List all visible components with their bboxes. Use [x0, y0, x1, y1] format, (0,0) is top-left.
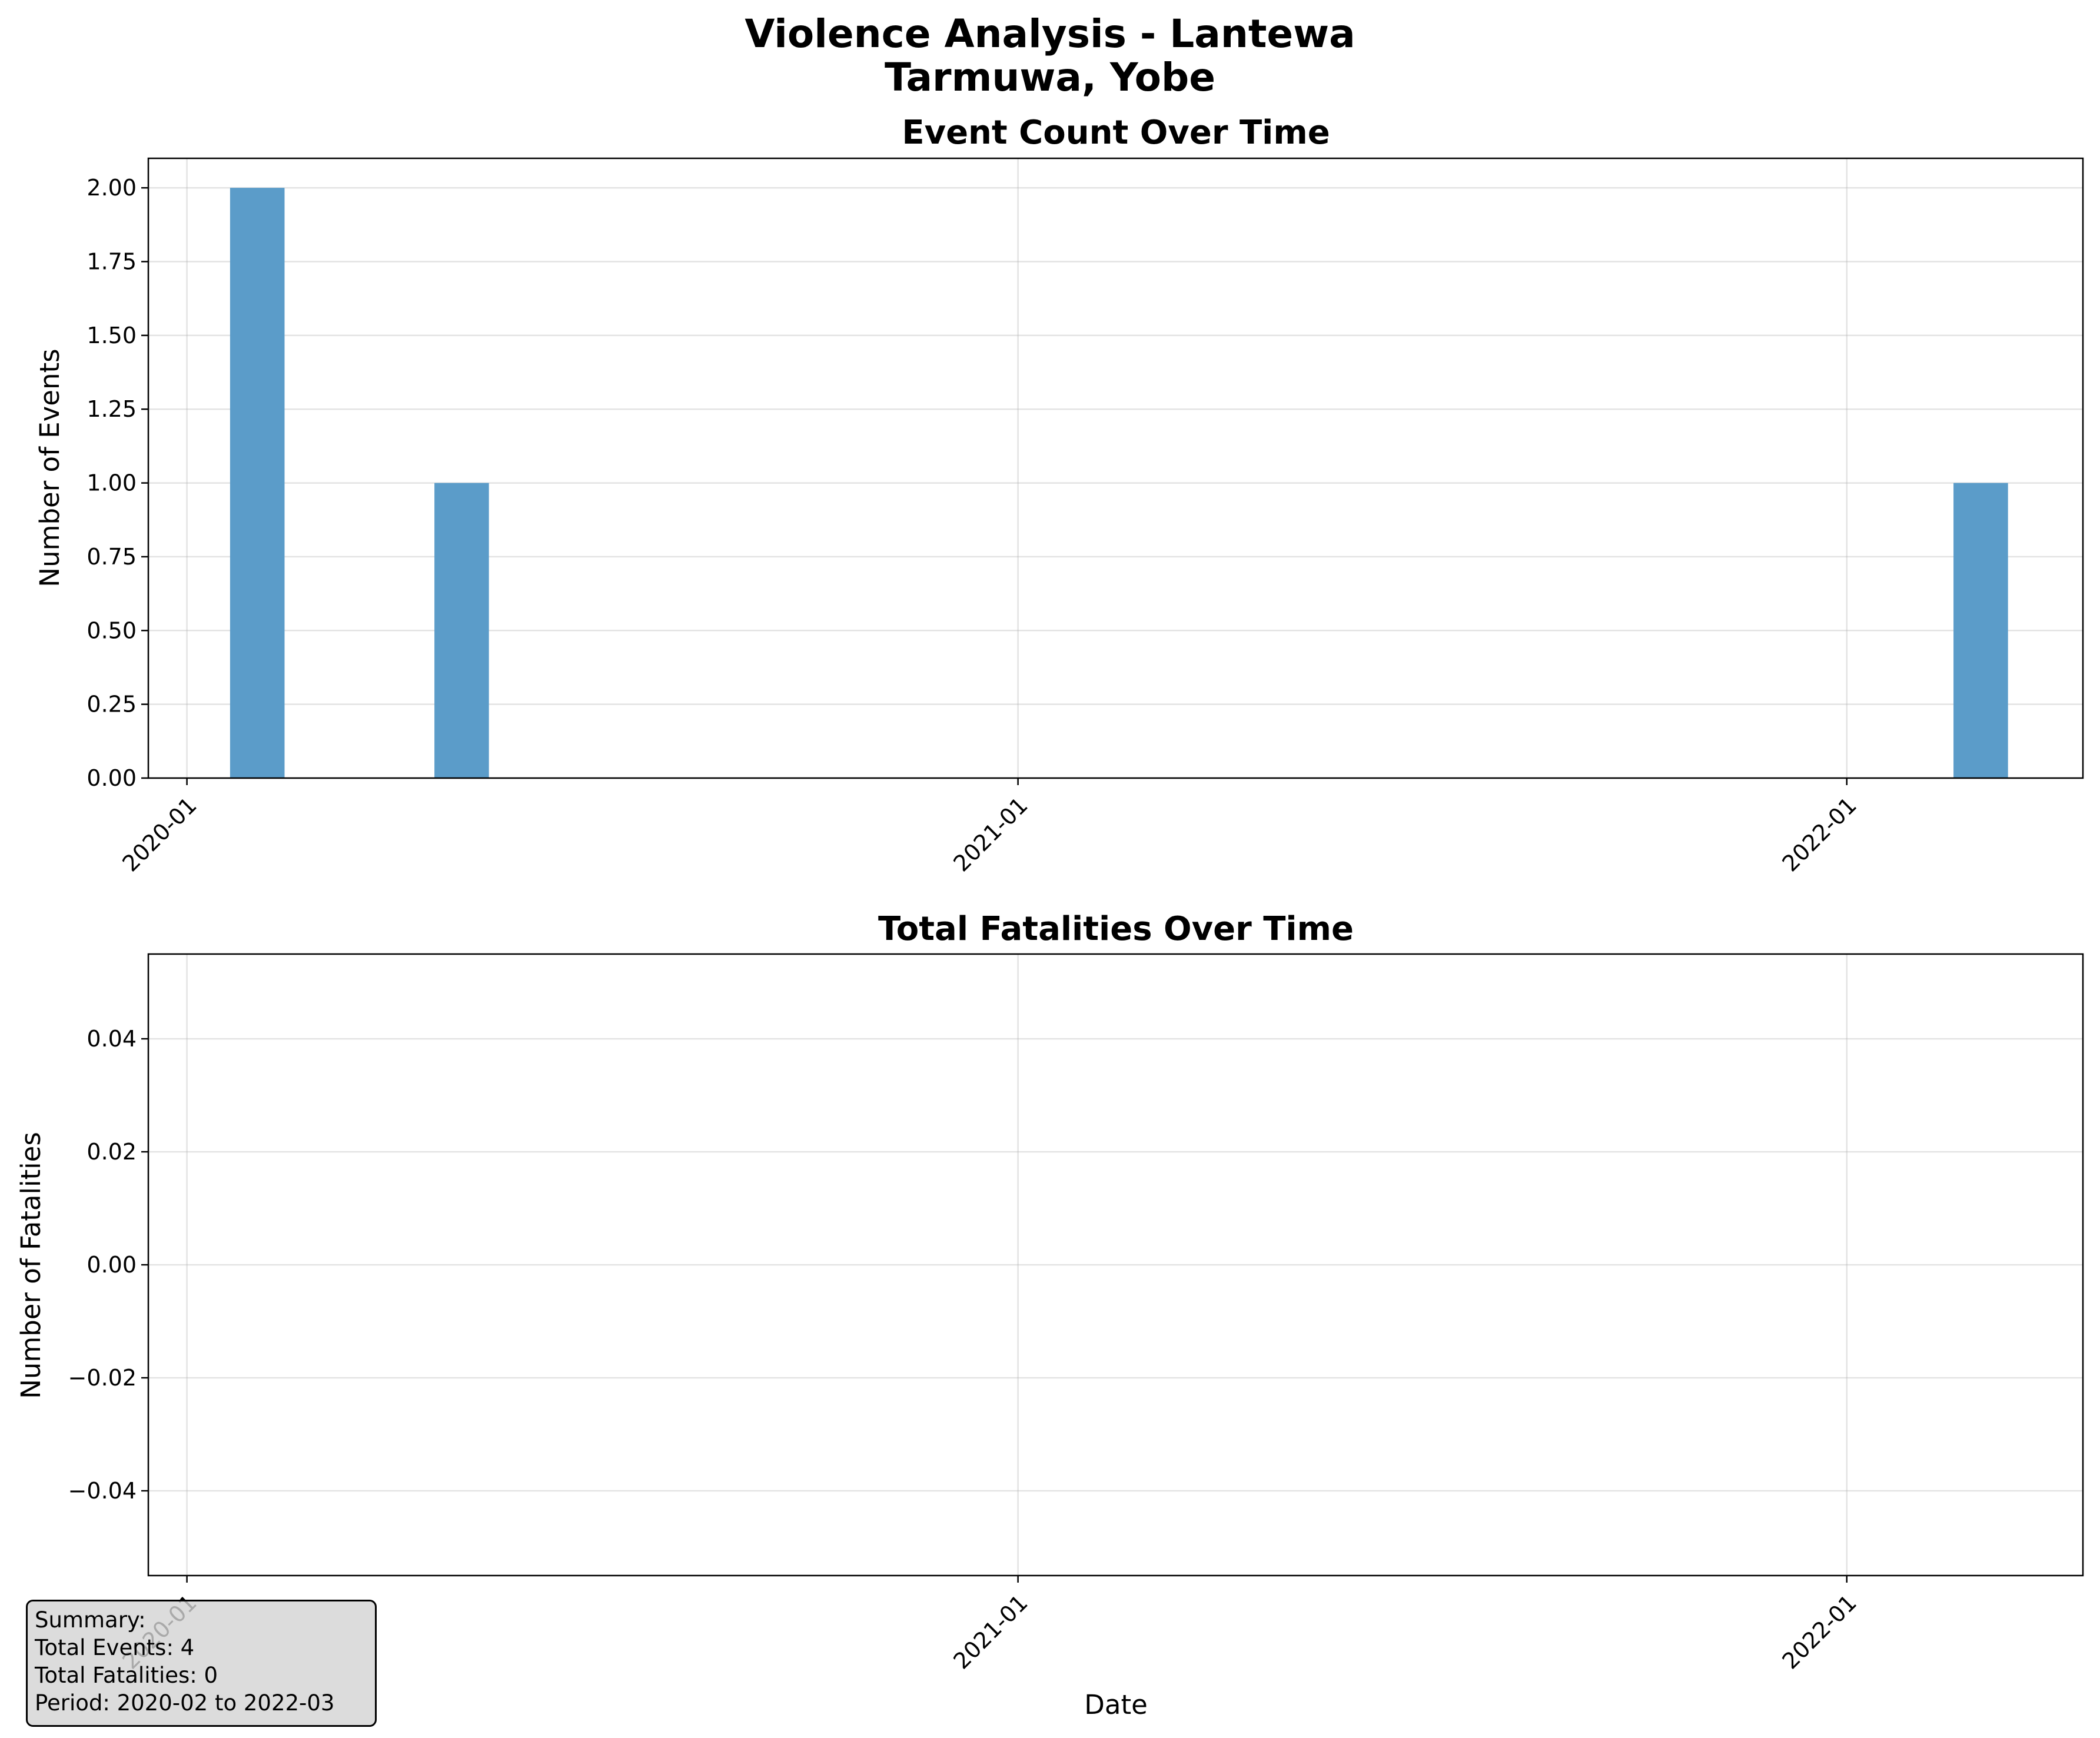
- event-count-y-tick-label: 2.00: [87, 175, 137, 201]
- event-count-title: Event Count Over Time: [902, 114, 1330, 152]
- fatalities-x-tick-label: 2021-01: [948, 1590, 1032, 1674]
- summary-heading: Summary:: [35, 1607, 146, 1633]
- event-count-bars: [230, 188, 2008, 779]
- event-count-y-tick-label: 0.75: [87, 544, 137, 570]
- summary-total-events: Total Events: 4: [35, 1635, 195, 1660]
- summary-box: Summary: Total Events: 4 Total Fatalitie…: [26, 1600, 377, 1727]
- event-count-bar: [434, 483, 489, 778]
- fatalities-y-tick-label: 0.00: [87, 1252, 137, 1278]
- event-count-y-tick-label: 1.75: [87, 249, 137, 275]
- event-count-y-tick-label: 1.50: [87, 323, 137, 348]
- fatalities-y-axis-label: Number of Fatalities: [15, 1132, 46, 1399]
- event-count-bar: [1953, 483, 2008, 778]
- event-count-x-tick-label: 2020-01: [117, 792, 201, 876]
- fatalities-gridlines: [148, 954, 2083, 1576]
- fatalities-y-tick-label: 0.04: [87, 1026, 137, 1052]
- event-count-y-axis-label: Number of Events: [34, 348, 65, 587]
- event-count-chart: Event Count Over Time 0.00 0.25 0.50 0.75 1.…: [34, 114, 2084, 876]
- figure-title-line1: Violence Analysis - Lantewa: [745, 11, 1355, 57]
- event-count-bar: [230, 188, 285, 779]
- event-count-y-tick-label: 0.50: [87, 617, 137, 643]
- event-count-y-tick-label: 1.25: [87, 396, 137, 422]
- fatalities-ticks: 0.040.020.00−0.02−0.042020-012021-012022…: [68, 1026, 1862, 1674]
- summary-period: Period: 2020-02 to 2022-03: [35, 1690, 335, 1716]
- fatalities-title: Total Fatalities Over Time: [878, 910, 1354, 948]
- event-count-y-tick-label: 0.25: [87, 692, 137, 717]
- event-count-y-tick-label: 1.00: [87, 470, 137, 496]
- fatalities-y-tick-label: 0.02: [87, 1139, 137, 1165]
- event-count-y-tick-label: 0.00: [87, 765, 137, 791]
- fatalities-x-tick-label: 2022-01: [1777, 1590, 1862, 1674]
- fatalities-y-tick-label: −0.04: [68, 1478, 137, 1504]
- fatalities-y-tick-label: −0.02: [68, 1365, 137, 1391]
- figure-title-line2: Tarmuwa, Yobe: [885, 55, 1215, 100]
- summary-total-fatalities: Total Fatalities: 0: [35, 1663, 218, 1688]
- event-count-x-tick-label: 2021-01: [948, 792, 1032, 876]
- event-count-ticks: 0.00 0.25 0.50 0.75 1.00 1.25 1.50 1.75 2.00 2020…: [87, 175, 1862, 876]
- fatalities-chart: Total Fatalities Over Time 0.04 0.02 0.00 −…: [15, 910, 2084, 1720]
- event-count-x-tick-label: 2022-01: [1777, 792, 1862, 876]
- fatalities-x-axis-label: Date: [1084, 1689, 1148, 1720]
- event-count-plot-frame: [147, 157, 2084, 779]
